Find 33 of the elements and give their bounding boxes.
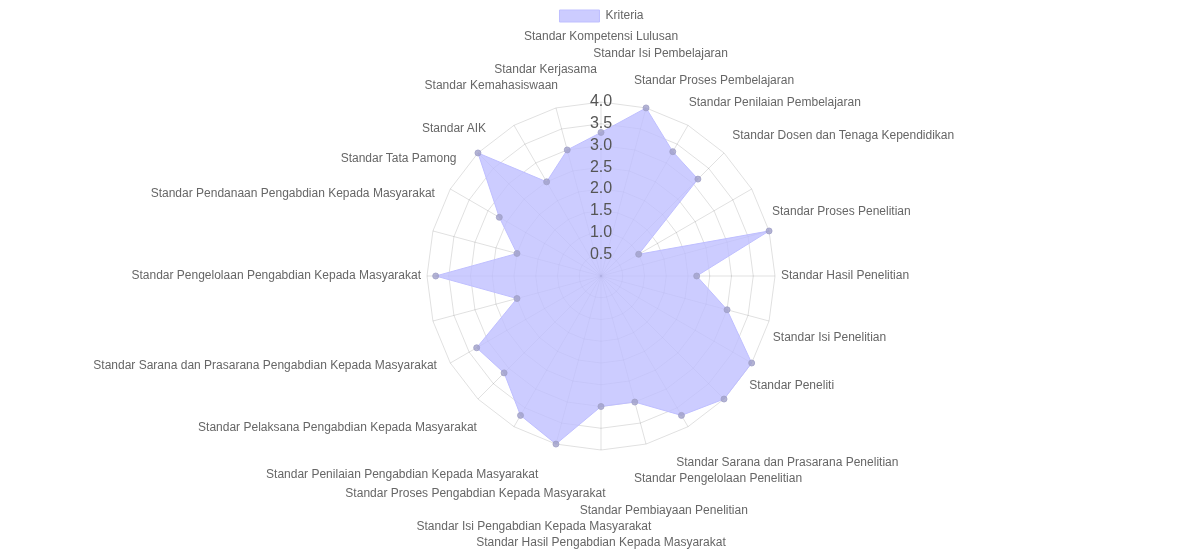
spoke-label: Standar Hasil Penelitian (781, 268, 910, 283)
spoke-label: Standar Isi Pembelajaran (593, 45, 728, 60)
y-tick-label: 2.0 (589, 179, 613, 197)
y-tick-label: 4.0 (589, 92, 613, 110)
spoke-label: Standar Proses Pengabdian Kepada Masyarakat (345, 485, 607, 500)
y-tick-label: 0.5 (589, 244, 613, 262)
spoke-label: Standar Isi Penelitian (772, 329, 887, 344)
spoke-label: Standar Hasil Pengabdian Kepada Masyarakat (476, 535, 727, 550)
spoke-label: Standar Sarana dan Prasarana Penelitian (676, 454, 899, 469)
y-tick-label: 3.5 (589, 114, 613, 132)
spoke-label: Standar Proses Penelitian (771, 203, 911, 218)
spoke-label: Standar Kompetensi Lulusan (523, 29, 679, 44)
y-tick-label: 3.0 (589, 135, 613, 153)
spoke-label: Standar Peneliti (749, 378, 835, 393)
spoke-label: Standar Dosen dan Tenaga Kependidikan (732, 128, 955, 143)
spoke-label: Standar Tata Pamong (340, 151, 457, 166)
spoke-label: Standar Pelaksana Pengabdian Kepada Masyarakat (198, 420, 478, 435)
spoke-label: Standar Isi Pengabdian Kepada Masyarakat (416, 518, 652, 533)
y-tick-label: 2.5 (589, 157, 613, 175)
spoke-label: Standar Kemahasiswaan (424, 78, 558, 93)
legend-label: Kriteria (605, 8, 644, 23)
spoke-label: Standar AIK (422, 121, 487, 136)
spoke-label: Standar Sarana dan Prasarana Pengabdian Kepada Masyarakat (93, 358, 438, 373)
spoke-label: Standar Pendanaan Pengabdian Kepada Masyarakat (150, 185, 436, 200)
spoke-label: Standar Pembiayaan Penelitian (579, 502, 748, 517)
y-tick-label: 1.5 (589, 201, 613, 219)
spoke-label: Standar Proses Pembelajaran (634, 72, 795, 87)
spoke-label: Standar Penilaian Pengabdian Kepada Masyarakat (266, 467, 539, 482)
spoke-label: Standar Pengelolaan Penelitian (633, 471, 803, 486)
spoke-label: Standar Kerjasama (494, 61, 598, 76)
y-tick-label: 1.0 (589, 222, 613, 240)
spoke-label: Standar Pengelolaan Pengabdian Kepada Masyarakat (131, 268, 422, 283)
spoke-label: Standar Penilaian Pembelajaran (688, 94, 861, 109)
